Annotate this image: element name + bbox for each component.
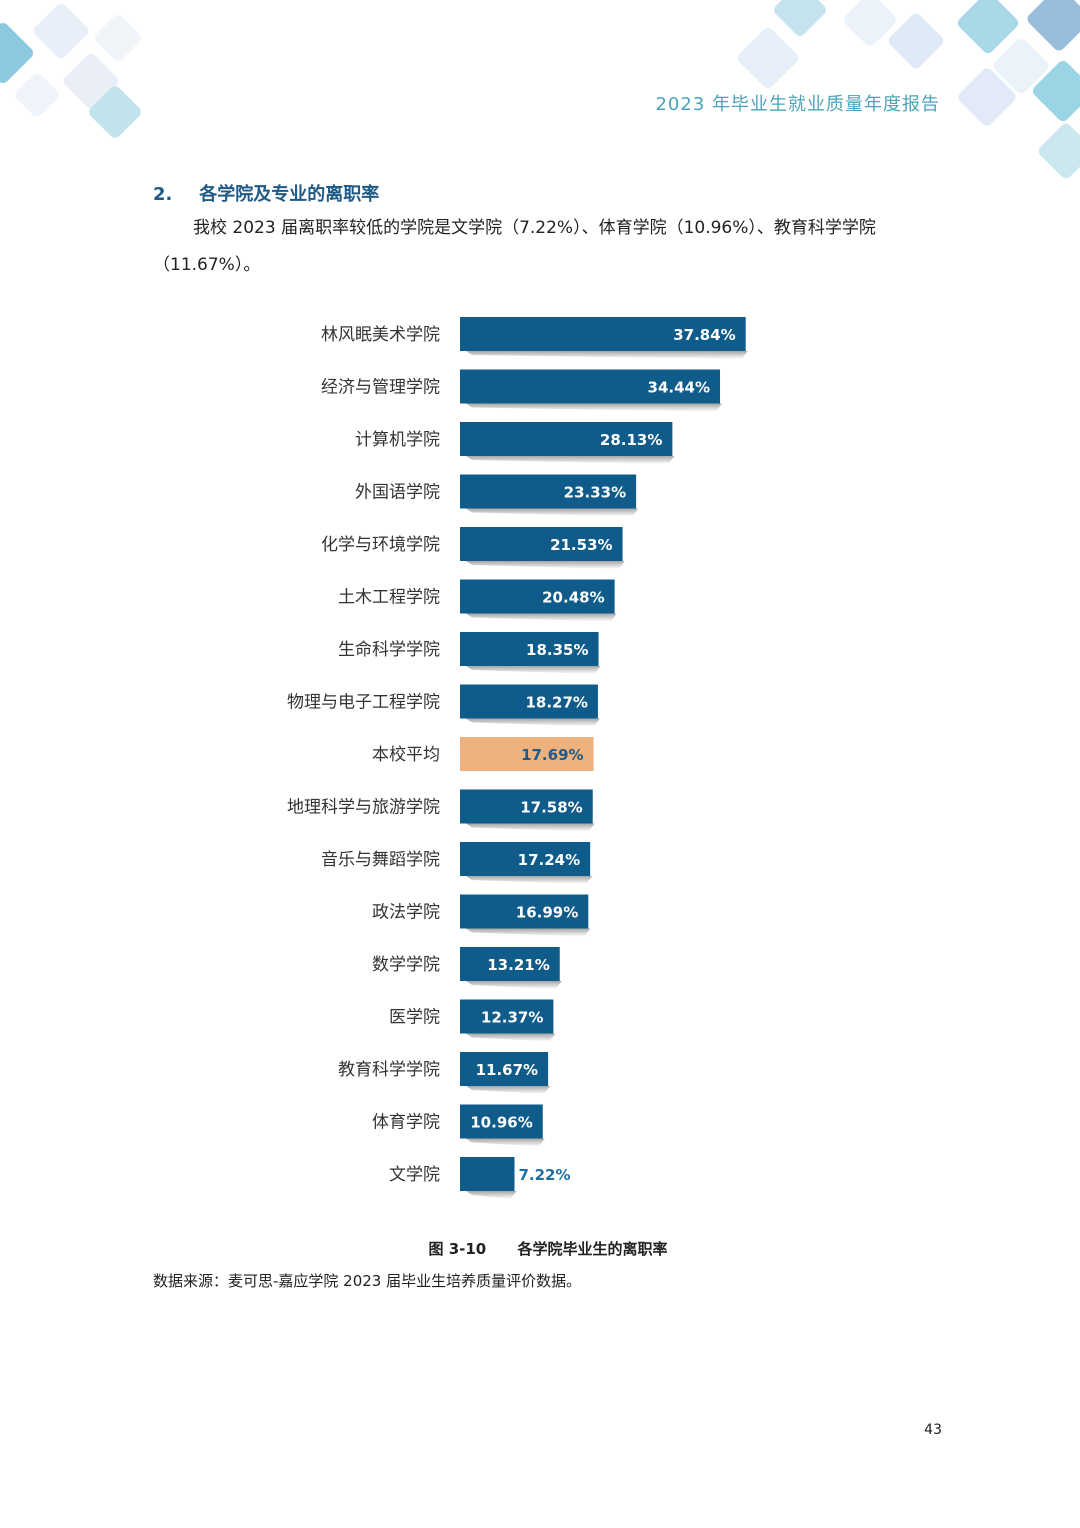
turnover-rate-bar-chart: 林风眠美术学院 37.84% 经济与管理学院 34.44% 计算机学院 28.13% 外国语…: [287, 317, 748, 1199]
bar-shadow: [466, 1086, 551, 1094]
bar: [460, 632, 599, 666]
value-label: 17.58%: [520, 799, 582, 817]
section-number: 2.: [153, 184, 173, 205]
value-label: 23.33%: [564, 484, 626, 502]
figure-caption: 图 3-10 各学院毕业生的离职率: [0, 1238, 1080, 1259]
category-label: 医学院: [389, 1008, 440, 1028]
bar: [460, 1157, 515, 1191]
bar-shadow: [466, 1191, 517, 1199]
bar-shadow: [466, 981, 562, 989]
value-label: 10.96%: [470, 1114, 532, 1132]
value-label: 21.53%: [550, 536, 612, 554]
page-number: 43: [924, 1422, 942, 1438]
category-label: 计算机学院: [355, 430, 440, 450]
bar-shadow: [466, 1138, 545, 1147]
bar: [460, 999, 554, 1034]
bar: [460, 422, 673, 456]
value-label: 37.84%: [673, 326, 735, 344]
bar-shadow: [466, 403, 723, 412]
category-label: 数学学院: [372, 955, 440, 975]
category-label: 生命科学学院: [338, 640, 440, 660]
category-label: 文学院: [389, 1165, 440, 1185]
bar-shadow: [466, 876, 593, 884]
category-label: 体育学院: [372, 1113, 440, 1133]
bar-shadow: [466, 666, 601, 674]
bar-shadow: [466, 823, 595, 832]
value-label: 18.35%: [526, 641, 588, 659]
category-label: 地理科学与旅游学院: [287, 798, 440, 818]
bar: [460, 369, 721, 404]
category-label: 本校平均: [372, 745, 440, 765]
bar: [460, 317, 746, 351]
bar: [460, 1052, 549, 1086]
bar-shadow: [466, 456, 675, 464]
category-label: 物理与电子工程学院: [287, 693, 440, 713]
bar: [460, 579, 615, 614]
average-bar: [460, 737, 594, 771]
value-label: 20.48%: [542, 589, 604, 607]
bar: [460, 842, 591, 876]
intro-paragraph: 我校 2023 届离职率较低的学院是文学院（7.22%）、体育学院（10.96%…: [153, 218, 876, 275]
bar: [460, 1104, 543, 1139]
bar-shadow: [466, 928, 591, 937]
value-label: 34.44%: [648, 379, 710, 397]
figure-title: 各学院毕业生的离职率: [517, 1240, 668, 1258]
value-label: 12.37%: [481, 1009, 543, 1027]
value-label: 17.69%: [521, 746, 583, 764]
category-label: 音乐与舞蹈学院: [321, 850, 440, 870]
category-label: 化学与环境学院: [321, 535, 440, 555]
bar: [460, 474, 637, 509]
bar-shadow: [466, 561, 625, 569]
bar: [460, 894, 589, 929]
bar-shadow: [466, 351, 748, 359]
value-label: 17.24%: [518, 851, 580, 869]
section-title: 各学院及专业的离职率: [199, 184, 380, 205]
figure-number: 图 3-10: [428, 1240, 487, 1258]
bar-shadow: [466, 718, 600, 727]
bar-shadow: [466, 508, 639, 517]
section-heading: 2. 各学院及专业的离职率: [153, 180, 379, 206]
bar: [460, 947, 560, 981]
category-label: 政法学院: [372, 903, 440, 923]
bar-shadow: [466, 613, 617, 622]
value-label: 7.22%: [518, 1166, 570, 1184]
bars-layer: 林风眠美术学院 37.84% 经济与管理学院 34.44% 计算机学院 28.13% 外国语…: [287, 317, 748, 1199]
data-source-note: 数据来源：麦可思-嘉应学院 2023 届毕业生培养质量评价数据。: [153, 1272, 582, 1290]
bar: [460, 684, 598, 719]
value-label: 16.99%: [516, 904, 578, 922]
category-label: 林风眠美术学院: [321, 325, 440, 345]
value-label: 28.13%: [600, 431, 662, 449]
category-label: 教育科学学院: [338, 1060, 440, 1080]
value-label: 11.67%: [476, 1061, 538, 1079]
category-label: 经济与管理学院: [321, 378, 440, 398]
value-label: 13.21%: [487, 956, 549, 974]
value-label: 18.27%: [525, 694, 587, 712]
report-header-title: 2023 年毕业生就业质量年度报告: [655, 94, 940, 115]
category-label: 土木工程学院: [338, 588, 440, 608]
bar-shadow: [466, 1033, 556, 1042]
bar: [460, 527, 623, 561]
category-label: 外国语学院: [355, 483, 440, 503]
bar: [460, 789, 593, 824]
